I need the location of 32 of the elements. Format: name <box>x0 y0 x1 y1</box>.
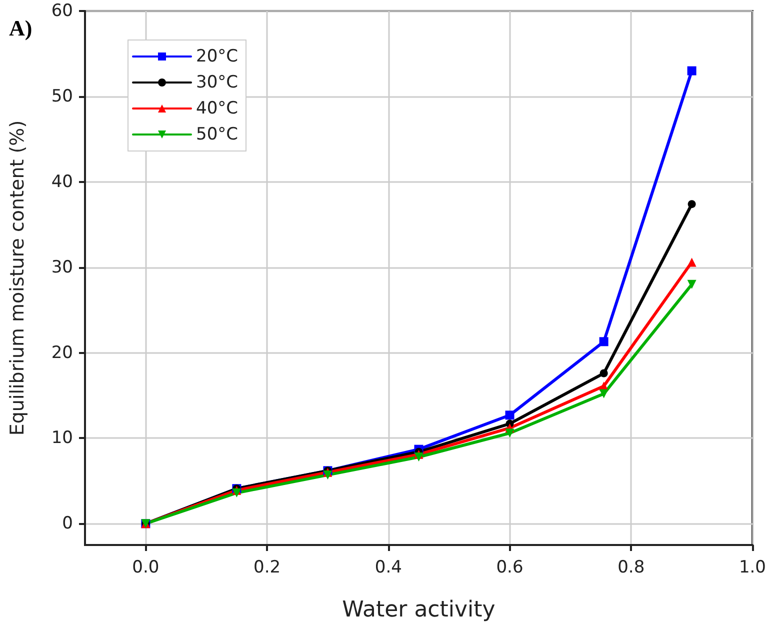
point <box>688 200 696 208</box>
y-tick-label: 60 <box>51 1 73 21</box>
y-tick-label: 10 <box>51 428 73 448</box>
x-axis-title: Water activity <box>342 598 496 622</box>
x-tick-label: 0.2 <box>254 558 281 578</box>
point <box>600 369 608 378</box>
point <box>414 452 424 462</box>
legend-label: 40°C <box>196 98 238 118</box>
point <box>687 66 696 76</box>
x-tick-label: 1.0 <box>738 558 766 578</box>
x-tick-label: 0.6 <box>496 558 524 578</box>
point <box>323 470 332 480</box>
y-tick-label: 20 <box>51 342 73 363</box>
x-tick-label: 0.0 <box>132 558 160 578</box>
x-tick-label: 0.4 <box>374 558 402 578</box>
text: A) <box>9 16 32 40</box>
x-tick-label: 0.8 <box>618 558 645 578</box>
legend-label: 30°C <box>196 72 238 92</box>
y-tick-label: 0 <box>62 514 73 534</box>
y-tick-label: 40 <box>51 172 73 192</box>
legend-label: 20°C <box>196 46 238 66</box>
point <box>232 488 242 498</box>
point <box>505 410 514 420</box>
y-axis-title: Equilibrium moisture content (%) <box>6 120 28 436</box>
point <box>687 280 696 289</box>
point <box>687 258 696 267</box>
legend-label: 50°C <box>196 124 238 144</box>
point <box>599 337 608 346</box>
y-tick-label: 30 <box>51 257 73 278</box>
point <box>599 389 608 398</box>
point <box>505 428 514 438</box>
y-tick-label: 50 <box>51 86 73 106</box>
